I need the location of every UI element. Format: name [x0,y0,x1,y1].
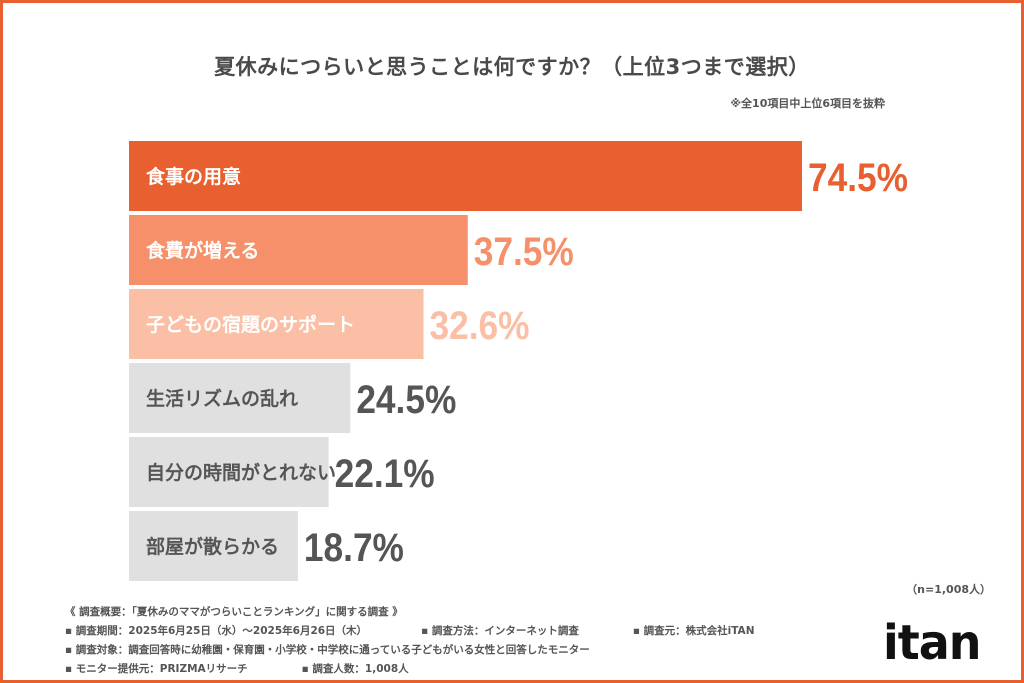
bar-6 [129,511,298,581]
survey-count: ▪ 調査人数：1,008人 [301,663,409,675]
sample-size: （n=1,008人） [906,583,991,596]
category-label: 生活リズムの乱れ [146,387,298,410]
category-label: 子どもの宿題のサポート [146,313,355,336]
chart-title: 夏休みにつらいと思うことは何ですか？（上位3つまで選択） [214,55,810,79]
bar-4 [129,363,351,433]
bar-5 [129,437,329,507]
survey-target: ▪ 調査対象：調査回答時に幼稚園・保育園・小学校・中学校に通っている子どもがいる… [65,644,590,656]
survey-summary: 《 調査概要：「夏休みのママがつらいことランキング」に関する調査 》 ▪ 調査期… [65,603,808,679]
value-label: 22.1% [335,452,435,496]
survey-heading: 《 調査概要：「夏休みのママがつらいことランキング」に関する調査 》 [65,606,403,618]
value-label: 24.5% [356,378,456,422]
itan-logo: itan [883,613,982,671]
survey-period: ▪ 調査期間：2025年6月25日（水）～2025年6月26日（木） [65,625,368,637]
survey-provider: ▪ モニター提供元：PRIZMAリサーチ [65,663,248,675]
bar-3 [129,289,424,359]
value-label: 37.5% [474,230,574,274]
bar-chart: 食事の用意 74.5% 食費が増える 37.5% 子どもの宿題のサポート 32.6% 生活リ… [129,141,908,581]
category-label: 自分の時間がとれない [146,461,336,484]
category-label: 部屋が散らかる [146,535,279,558]
survey-source: ▪ 調査元：株式会社iTAN [632,625,755,637]
bar-1 [129,141,802,211]
value-label: 18.7% [304,526,404,570]
category-label: 食費が増える [146,239,259,262]
chart-subtitle: ※全10項目中上位6項目を抜粋 [730,97,885,110]
survey-method: ▪ 調査方法：インターネット調査 [421,625,579,637]
category-label: 食事の用意 [146,165,241,188]
value-label: 74.5% [808,156,908,200]
value-label: 32.6% [429,304,529,348]
bar-2 [129,215,468,285]
